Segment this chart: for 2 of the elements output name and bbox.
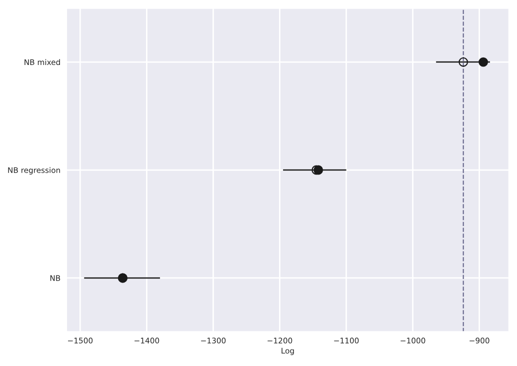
point [478,57,488,67]
point [458,57,468,67]
